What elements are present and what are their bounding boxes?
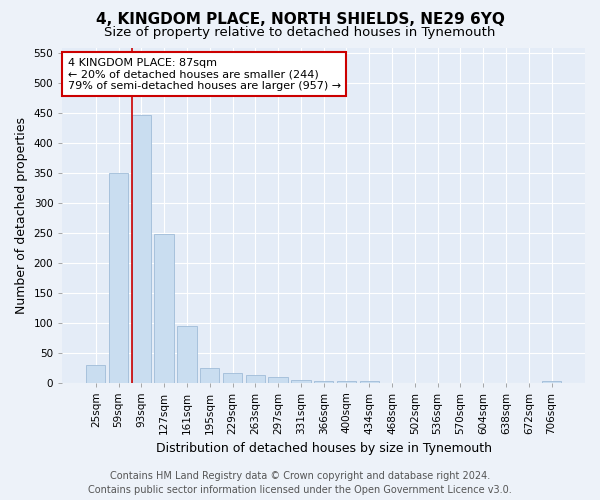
Bar [86,364,106,382]
Bar [109,173,128,382]
Bar [314,380,334,382]
Bar [268,377,288,382]
Bar [131,115,151,382]
Bar [245,374,265,382]
Bar [223,373,242,382]
Text: Contains HM Land Registry data © Crown copyright and database right 2024.
Contai: Contains HM Land Registry data © Crown c… [88,471,512,495]
Text: Size of property relative to detached houses in Tynemouth: Size of property relative to detached ho… [104,26,496,39]
Bar [291,380,311,382]
Text: 4, KINGDOM PLACE, NORTH SHIELDS, NE29 6YQ: 4, KINGDOM PLACE, NORTH SHIELDS, NE29 6Y… [95,12,505,28]
Bar [542,380,561,382]
Bar [337,380,356,382]
X-axis label: Distribution of detached houses by size in Tynemouth: Distribution of detached houses by size … [155,442,491,455]
Bar [200,368,220,382]
Y-axis label: Number of detached properties: Number of detached properties [15,116,28,314]
Bar [177,326,197,382]
Bar [154,234,174,382]
Text: 4 KINGDOM PLACE: 87sqm
← 20% of detached houses are smaller (244)
79% of semi-de: 4 KINGDOM PLACE: 87sqm ← 20% of detached… [68,58,341,91]
